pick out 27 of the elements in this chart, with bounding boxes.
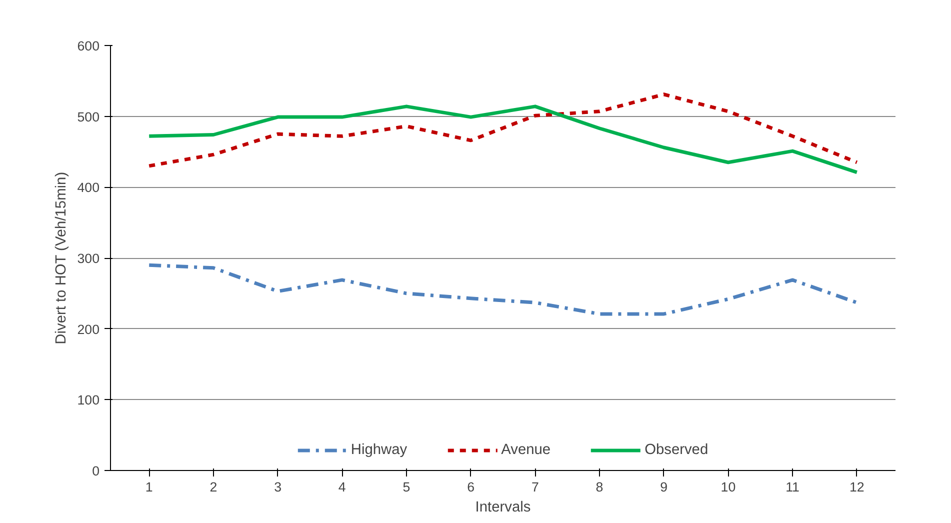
legend-label: Highway bbox=[350, 442, 408, 458]
y-axis-title: Divert to HOT (Veh/15min) bbox=[53, 172, 70, 344]
line-series bbox=[147, 263, 859, 316]
legend-label: Avenue bbox=[501, 442, 551, 458]
x-tick-label: 2 bbox=[210, 480, 218, 494]
line-series bbox=[147, 104, 859, 174]
y-tick-label: 600 bbox=[77, 38, 100, 54]
x-tick-label: 3 bbox=[274, 480, 282, 494]
y-tick-label: 300 bbox=[77, 251, 100, 266]
x-tick-label: 12 bbox=[849, 480, 864, 494]
x-tick-label: 5 bbox=[402, 480, 410, 494]
x-tick-label: 7 bbox=[531, 480, 539, 494]
y-tick-label: 200 bbox=[77, 322, 100, 337]
y-tick-label: 500 bbox=[77, 109, 100, 124]
y-tick-label: 0 bbox=[92, 464, 100, 478]
x-tick-label: 9 bbox=[660, 480, 668, 494]
x-tick-label: 4 bbox=[338, 480, 346, 494]
x-tick-label: 10 bbox=[720, 480, 736, 494]
x-axis-title: Intervals bbox=[475, 500, 531, 516]
x-tick-label: 6 bbox=[467, 480, 475, 494]
line-series bbox=[147, 92, 859, 168]
y-tick-label: 400 bbox=[77, 180, 100, 196]
x-tick-label: 1 bbox=[145, 480, 153, 494]
y-tick-label: 100 bbox=[77, 392, 100, 408]
x-tick-label: 11 bbox=[786, 480, 800, 494]
x-tick-label: 8 bbox=[596, 480, 604, 494]
legend-label: Observed bbox=[644, 442, 708, 458]
